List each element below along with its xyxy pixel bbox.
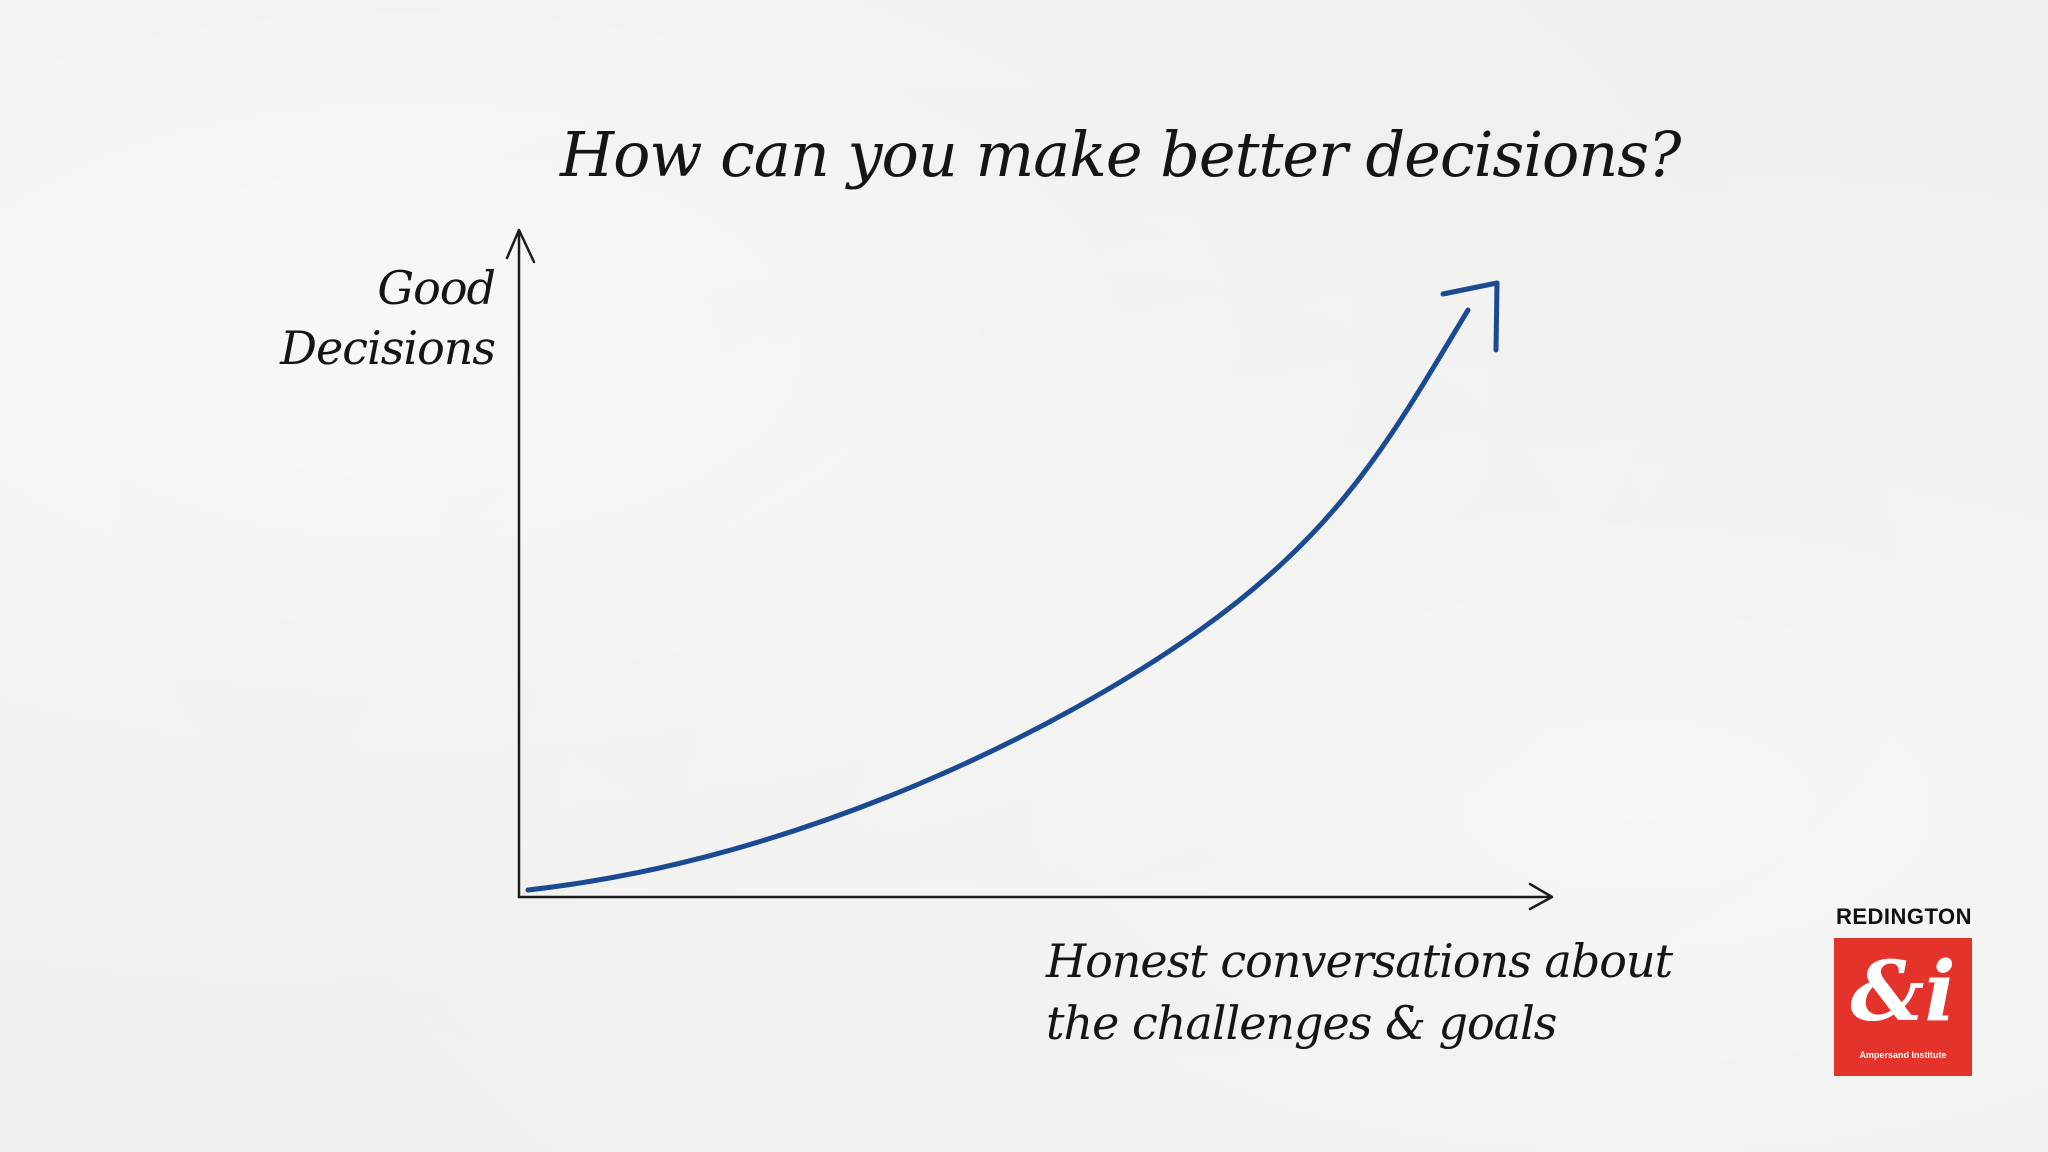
x-axis-label-line-1: Honest conversations about (1046, 934, 1673, 988)
growth-curve-arrowhead (1440, 280, 1500, 353)
ampersand-i-icon: &i (1850, 944, 1956, 1040)
y-axis-label: Good Decisions (280, 258, 496, 378)
x-axis-arrowhead (1528, 882, 1554, 911)
y-axis-arrowhead (505, 228, 536, 264)
growth-curve (525, 307, 1471, 893)
y-axis-label-line-2: Decisions (280, 321, 496, 375)
logo-badge: &i Ampersand Institute (1834, 938, 1972, 1076)
diagram-title: How can you make better decisions? (560, 118, 1681, 191)
x-axis-label-line-2: the challenges & goals (1046, 996, 1557, 1050)
y-axis-label-line-1: Good (377, 261, 496, 315)
redington-logo: REDINGTON &i Ampersand Institute (1834, 904, 1974, 1076)
x-axis-label: Honest conversations about the challenge… (1046, 930, 1673, 1054)
logo-wordmark: REDINGTON (1835, 904, 1973, 929)
logo-subtitle: Ampersand Institute (1859, 1050, 1947, 1060)
